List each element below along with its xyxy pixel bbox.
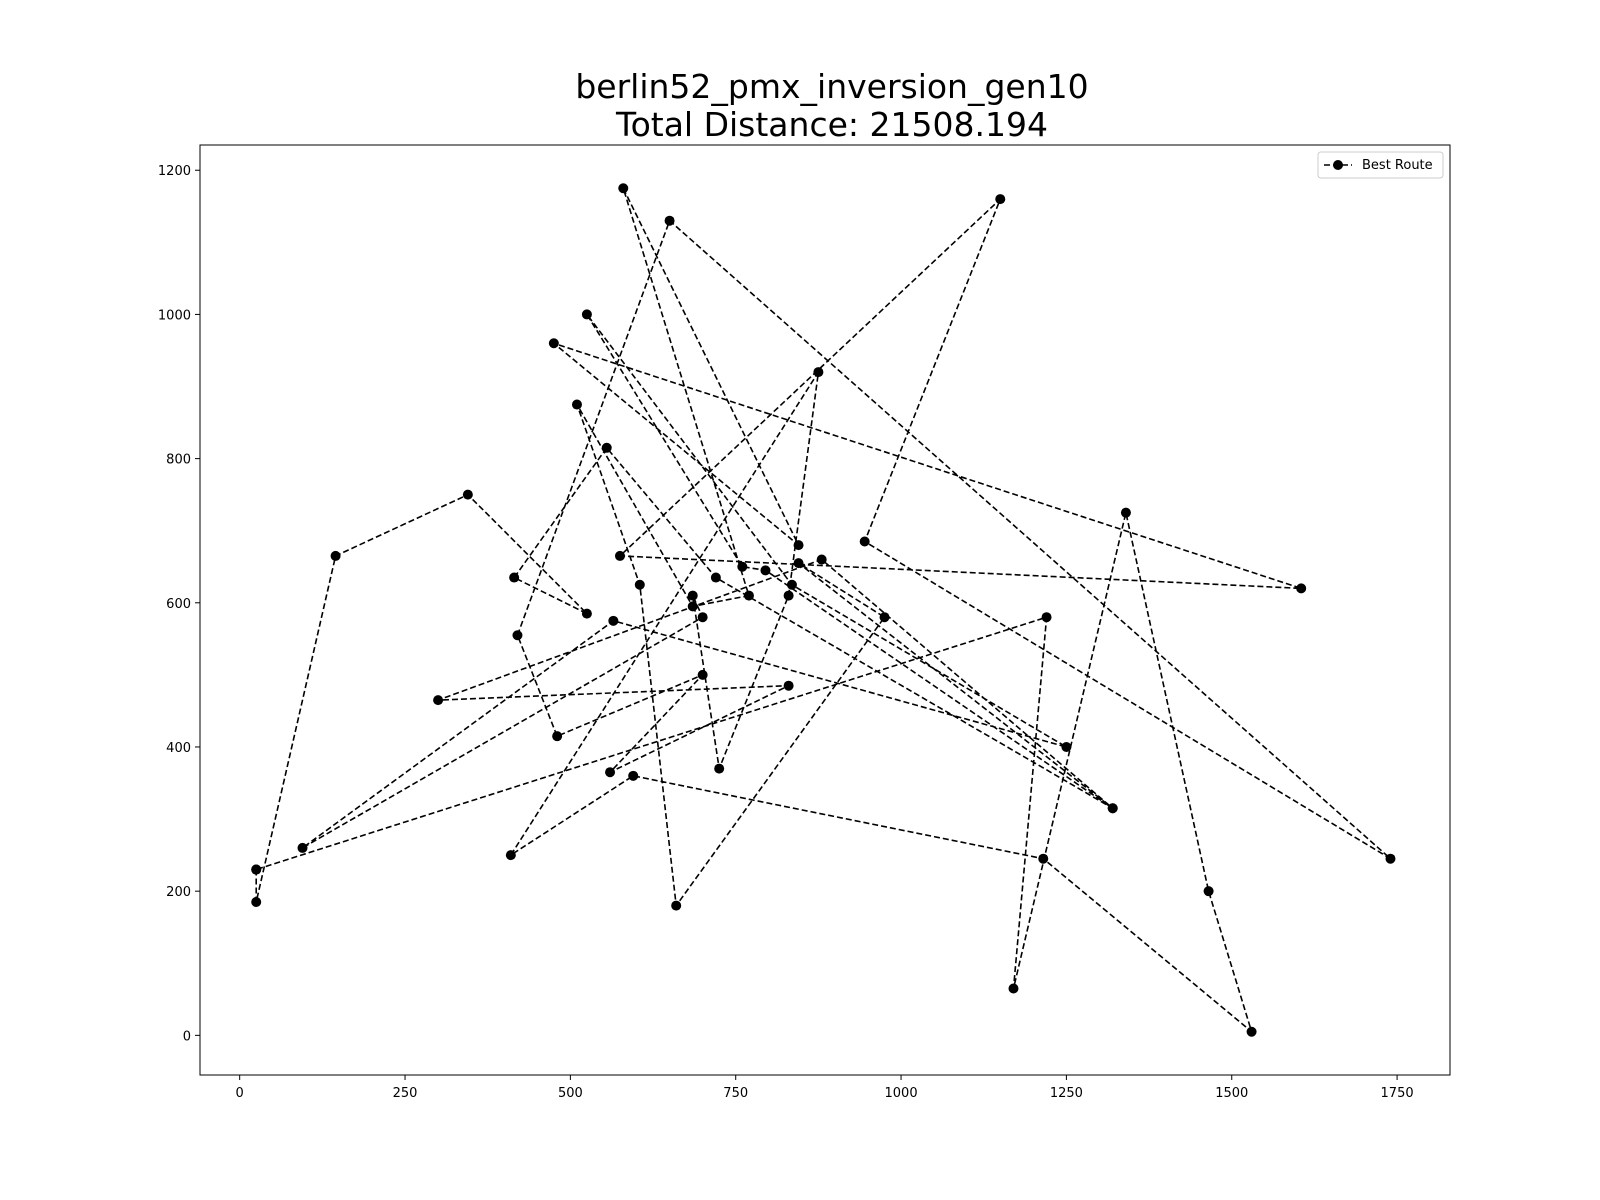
- city-point: [859, 536, 870, 547]
- city-point: [1120, 507, 1131, 518]
- city-point: [697, 669, 708, 680]
- city-point: [816, 554, 827, 565]
- axes: 0 250 500 750 1000 1250 1500 1750 0 200 400 600 800 1…: [158, 164, 1414, 1101]
- x-tick-label: 1500: [1215, 1086, 1248, 1101]
- city-point: [697, 612, 708, 623]
- city-point: [552, 731, 563, 742]
- city-point: [548, 338, 559, 349]
- city-point: [786, 579, 797, 590]
- city-point: [297, 842, 308, 853]
- city-point: [462, 489, 473, 500]
- city-point: [581, 309, 592, 320]
- x-tick-label: 250: [393, 1086, 418, 1101]
- legend-box: [1317, 151, 1444, 179]
- city-point: [571, 399, 582, 410]
- y-tick-label: 0: [183, 1029, 191, 1044]
- city-point: [995, 194, 1006, 205]
- city-point: [664, 215, 675, 226]
- x-tick-label: 500: [558, 1086, 583, 1101]
- city-point: [251, 896, 262, 907]
- city-point: [760, 565, 771, 576]
- city-point: [1107, 803, 1118, 814]
- city-point: [1385, 853, 1396, 864]
- x-tick-label: 750: [723, 1086, 748, 1101]
- x-tick-label: 0: [236, 1086, 244, 1101]
- city-point: [1246, 1026, 1257, 1037]
- city-point: [743, 590, 754, 601]
- city-point: [433, 695, 444, 706]
- y-tick-label: 1200: [158, 164, 191, 179]
- city-point: [581, 608, 592, 619]
- city-point: [783, 680, 794, 691]
- city-point: [737, 561, 748, 572]
- city-point: [608, 615, 619, 626]
- city-point: [710, 572, 721, 583]
- city-point: [509, 572, 520, 583]
- city-point: [1203, 886, 1214, 897]
- y-tick-label: 800: [166, 453, 191, 468]
- y-tick-label: 600: [166, 597, 191, 612]
- city-point: [714, 763, 725, 774]
- legend-label: Best Route: [1362, 158, 1433, 173]
- legend-marker-sample: [1333, 160, 1343, 170]
- city-point: [1008, 983, 1019, 994]
- city-point: [1041, 612, 1052, 623]
- city-point: [628, 770, 639, 781]
- city-point: [1061, 741, 1072, 752]
- x-tick-label: 1750: [1381, 1086, 1414, 1101]
- city-point: [614, 550, 625, 561]
- city-point: [813, 367, 824, 378]
- legend: Best Route: [1317, 151, 1444, 179]
- city-point: [671, 900, 682, 911]
- y-tick-label: 400: [166, 741, 191, 756]
- city-point: [687, 590, 698, 601]
- chart-title-line-1: berlin52_pmx_inversion_gen10: [575, 67, 1088, 106]
- y-tick-label: 200: [166, 885, 191, 900]
- x-tick-label: 1250: [1050, 1086, 1083, 1101]
- city-point: [634, 579, 645, 590]
- city-point: [1038, 853, 1049, 864]
- city-point: [605, 767, 616, 778]
- city-point: [330, 550, 341, 561]
- chart-title-line-2: Total Distance: 21508.194: [615, 105, 1048, 144]
- city-point: [512, 630, 523, 641]
- city-point: [601, 442, 612, 453]
- city-point: [783, 590, 794, 601]
- plot-frame: [199, 144, 1451, 1076]
- city-point: [793, 558, 804, 569]
- city-point: [1296, 583, 1307, 594]
- city-point: [505, 850, 516, 861]
- city-point: [687, 601, 698, 612]
- city-point: [793, 540, 804, 551]
- city-point: [251, 864, 262, 875]
- y-tick-label: 1000: [158, 308, 191, 323]
- x-tick-label: 1000: [885, 1086, 918, 1101]
- city-point: [618, 183, 629, 194]
- route-line: [255, 187, 1392, 1035]
- city-point: [879, 612, 890, 623]
- plot-area: [251, 183, 1396, 1037]
